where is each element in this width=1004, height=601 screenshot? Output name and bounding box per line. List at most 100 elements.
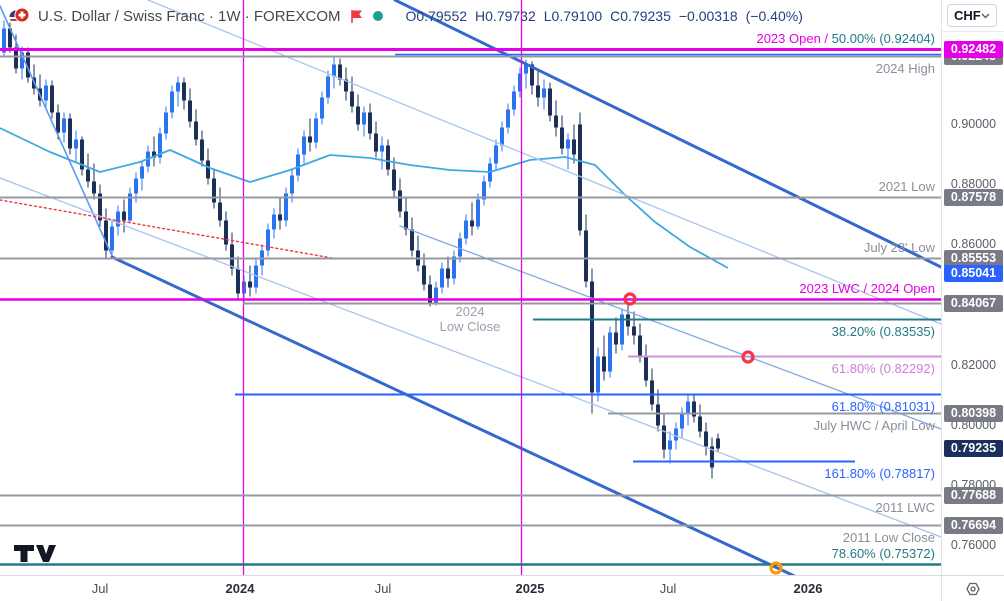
- candle-body: [248, 281, 252, 288]
- axis-separator: [942, 31, 1004, 32]
- candle-body: [554, 115, 558, 128]
- candle-body: [314, 118, 318, 143]
- symbol-title[interactable]: U.S. Dollar / Swiss Franc · 1W · FOREXCO…: [38, 7, 341, 25]
- time-axis-label: Jul: [374, 581, 392, 596]
- candle-body: [182, 82, 186, 101]
- currency-label: CHF: [954, 8, 981, 23]
- candle-body: [668, 440, 672, 450]
- price-axis-label: 0.76000: [950, 538, 997, 552]
- candle-body: [386, 145, 390, 170]
- axis-settings-corner[interactable]: [941, 576, 1004, 601]
- candle-body: [236, 268, 240, 294]
- candle-body: [644, 356, 648, 381]
- price-axis-label: 0.85041: [944, 264, 1003, 282]
- candle-body: [254, 265, 258, 288]
- candle-body: [608, 332, 612, 372]
- candle-body: [14, 47, 18, 69]
- candle-body: [44, 85, 48, 101]
- candle-body: [98, 193, 102, 221]
- market-status-dot[interactable]: [372, 10, 384, 22]
- candle-body: [572, 139, 576, 155]
- candle-body: [194, 121, 198, 140]
- candle-body: [74, 139, 78, 149]
- candle-body: [602, 356, 606, 372]
- candle-body: [26, 52, 30, 78]
- candle-body: [620, 314, 624, 345]
- price-axis[interactable]: CHF 0.922450.924820.900000.880000.875780…: [941, 0, 1004, 575]
- candle-body: [224, 220, 228, 245]
- ohlc-change: −0.00318: [678, 8, 738, 24]
- candle-body: [464, 220, 468, 239]
- price-axis-label: 0.76694: [944, 516, 1003, 534]
- time-axis-label: 2024: [225, 581, 255, 596]
- candle-body: [380, 145, 384, 152]
- candle-body: [2, 28, 6, 53]
- candle-body: [632, 326, 636, 336]
- price-axis-label: 0.90000: [950, 117, 997, 131]
- candle-body: [398, 190, 402, 212]
- candle-body: [362, 112, 366, 125]
- candle-body: [170, 91, 174, 113]
- candlestick-chart[interactable]: [0, 0, 941, 575]
- candle-body: [548, 88, 552, 116]
- candle-body: [494, 145, 498, 164]
- candle-body: [308, 136, 312, 143]
- candle-body: [20, 52, 24, 69]
- currency-selector[interactable]: CHF: [947, 4, 997, 27]
- candle-body: [614, 332, 618, 345]
- signal-marker-circle: [741, 350, 755, 364]
- candle-body: [590, 281, 594, 393]
- tradingview-logo[interactable]: [13, 543, 57, 565]
- time-axis-label: Jul: [659, 581, 677, 596]
- candle-body: [320, 97, 324, 119]
- candle-body: [512, 91, 516, 110]
- candle-body: [656, 404, 660, 426]
- price-axis-label: 0.77688: [944, 486, 1003, 504]
- candle-body: [578, 124, 582, 231]
- candle-body: [134, 178, 138, 194]
- trendline: [147, 0, 941, 325]
- candle-body: [596, 356, 600, 393]
- signal-marker-circle: [769, 561, 783, 575]
- candle-body: [122, 211, 126, 221]
- trendline: [399, 225, 941, 430]
- candle-body: [500, 127, 504, 146]
- trendline: [0, 177, 941, 538]
- time-axis[interactable]: Jul 2024 Jul 2025 Jul 2026: [0, 575, 1004, 601]
- candle-body: [428, 284, 432, 304]
- candle-body: [566, 139, 570, 149]
- flag-icon[interactable]: [349, 9, 364, 24]
- candle-body: [290, 175, 294, 194]
- ohlc-open: O0.79552: [405, 8, 468, 24]
- candle-body: [710, 446, 714, 468]
- candle-body: [518, 73, 522, 92]
- time-axis-label: 2025: [515, 581, 545, 596]
- legend: U.S. Dollar / Swiss Franc · 1W · FOREXCO…: [8, 5, 803, 27]
- candle-body: [62, 118, 66, 133]
- price-axis-label: 0.82000: [950, 358, 997, 372]
- candle-body: [662, 425, 666, 450]
- candle-body: [524, 64, 528, 74]
- price-axis-label: 0.80000: [950, 418, 997, 432]
- candle-body: [296, 154, 300, 176]
- price-axis-label: 0.79235: [944, 439, 1003, 457]
- candle-body: [50, 85, 54, 113]
- price-axis-label: 0.84067: [944, 294, 1003, 312]
- axis-settings-icon[interactable]: [965, 581, 981, 597]
- candle-body: [716, 438, 720, 449]
- price-axis-label: 0.80398: [944, 404, 1003, 422]
- candle-body: [8, 28, 12, 48]
- candle-body: [542, 88, 546, 98]
- candle-body: [506, 109, 510, 128]
- candle-body: [104, 220, 108, 251]
- candle-body: [692, 401, 696, 417]
- candle-body: [110, 226, 114, 251]
- candle-body: [302, 136, 306, 155]
- candle-body: [218, 202, 222, 221]
- candle-body: [470, 220, 474, 227]
- candle-body: [332, 64, 336, 77]
- ohlc-close: C0.79235: [610, 8, 671, 24]
- ohlc-readout: O0.79552 H0.79732 L0.79100 C0.79235 −0.0…: [406, 8, 803, 24]
- chart-pane[interactable]: 2024 Low Close 2023 Open / 50.00% (0.924…: [0, 0, 941, 575]
